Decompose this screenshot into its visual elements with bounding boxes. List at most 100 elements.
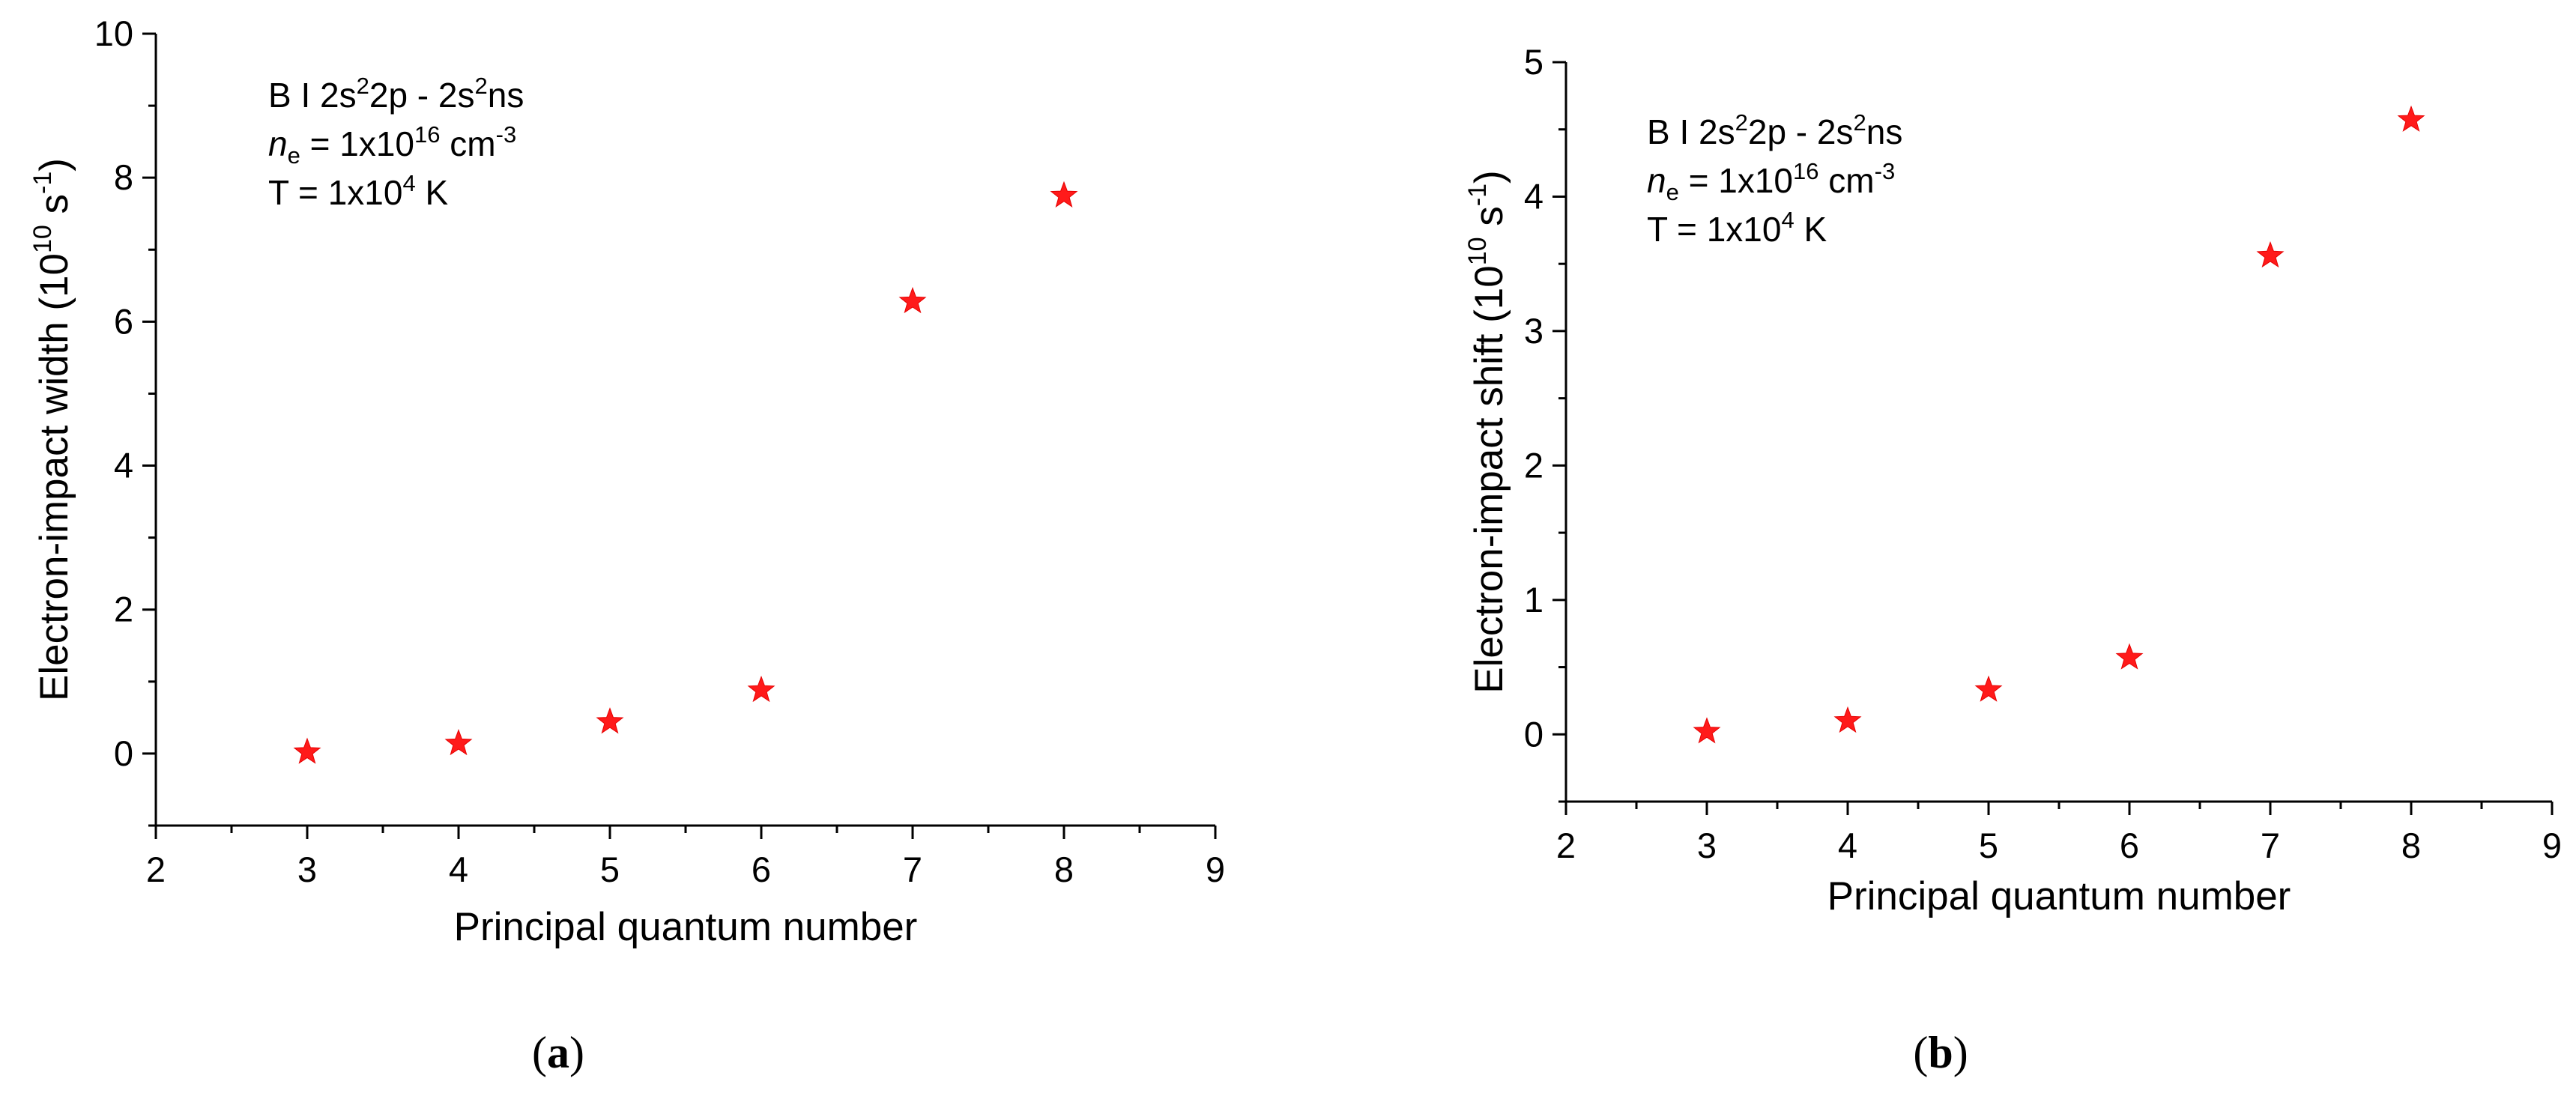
y-tick-label: 6 [114,301,133,341]
caption-paren: ( [532,1028,547,1077]
x-axis-title: Principal quantum number [1827,874,2291,918]
y-axis-title-unit: s [32,194,76,225]
x-tick-label: 3 [297,850,317,889]
annotation-symbol: n [268,124,288,163]
annotation-text: K [416,173,449,212]
annotation-text: K [1795,210,1827,249]
annotation-text: ns [488,76,524,115]
x-tick-label: 3 [1697,826,1717,865]
caption-letter: b [1928,1028,1953,1077]
chart-panel-a: 2 3 4 5 6 7 8 9 0 2 4 6 8 10 Principal quantum number E… [28,13,1225,1077]
y-axis-title-exponent: 10 [28,225,57,253]
data-point-star [1050,181,1078,208]
y-axis-title-close: ) [1467,170,1511,184]
annotation-sup: 16 [414,121,440,148]
annotation-sup: 2 [357,73,369,99]
annotation-sup: 4 [1781,207,1794,233]
y-axis-title-text: Electron-impact width (10 [32,253,76,701]
annotation-text: cm [1819,161,1875,200]
annotation-sup: -3 [496,121,517,148]
annotation-sup: 4 [402,170,415,196]
annotation-temperature: T = 1x104 K [268,170,448,212]
caption-paren: ( [1913,1028,1928,1077]
annotation-sub: e [1666,179,1679,205]
annotation-text: = 1x10 [300,124,414,163]
annotation-sup: 16 [1793,158,1818,184]
annotation-text: cm [441,124,496,163]
annotation-sup: 2 [1854,109,1866,136]
annotation-text: = 1x10 [1679,161,1793,200]
y-tick-label: 8 [114,157,133,197]
x-tick-label: 6 [752,850,771,889]
annotation-text: ns [1866,112,1903,151]
annotation-text: 2p - 2s [1748,112,1854,151]
x-tick-label: 5 [1979,826,1998,865]
x-tick-label: 6 [2120,826,2139,865]
y-axis-title-text: Electron-impact shift (10 [1467,265,1511,693]
data-point-star [1833,706,1862,733]
y-tick-label: 1 [1524,580,1544,620]
y-tick-label: 4 [1524,176,1544,216]
x-axis-title: Principal quantum number [454,905,918,949]
annotation-transition: B I 2s22p - 2s2ns [268,73,524,115]
y-tick-label: 5 [1524,42,1544,82]
data-point-star [596,707,624,734]
annotation-text: T = 1x10 [268,173,402,212]
x-tick-label: 5 [600,850,620,889]
data-point-star [2115,643,2144,670]
data-point-star [2256,240,2285,268]
panel-caption: (b) [1913,1028,1968,1077]
x-tick-label: 8 [2401,826,2421,865]
x-tick-label: 4 [1838,826,1857,865]
data-point-star [747,675,775,703]
panel-caption: (a) [532,1028,584,1077]
annotation-text: B I 2s [1647,112,1735,151]
annotation-density: ne = 1x1016 cm-3 [1647,158,1895,205]
y-axis-title-unit: s [1467,206,1511,237]
y-tick-label: 2 [1524,445,1544,485]
x-tick-label: 2 [1556,826,1576,865]
y-tick-label: 10 [94,13,133,53]
data-point-star [1974,675,2003,702]
annotation-sup: 2 [1735,109,1748,136]
y-axis-title-unit-exponent: -1 [28,172,57,194]
annotation-text: B I 2s [268,76,357,115]
annotation-sup: -3 [1875,158,1896,184]
y-tick-label: 0 [1524,714,1544,754]
data-point-star [1693,717,1721,744]
caption-paren: ) [569,1028,584,1077]
annotation-temperature: T = 1x104 K [1647,207,1827,249]
y-axis-title: Electron-impact shift (1010 s-1) [1463,170,1511,693]
caption-letter: a [547,1028,569,1077]
annotation-transition: B I 2s22p - 2s2ns [1647,109,1902,151]
x-tick-label: 7 [903,850,922,889]
annotation-text: 2p - 2s [369,76,475,115]
y-axis-title-exponent: 10 [1463,237,1492,265]
x-tick-label: 9 [1206,850,1225,889]
x-tick-label: 2 [146,850,166,889]
chart-panel-b: 2 3 4 5 6 7 8 9 0 1 2 3 4 5 Principal quantum number El… [1463,42,2562,1077]
annotation-text: T = 1x10 [1647,210,1781,249]
annotation-sup: 2 [475,73,488,99]
y-tick-label: 2 [114,590,133,629]
data-point-star [293,737,321,764]
caption-paren: ) [1953,1028,1968,1077]
y-axis-title-unit-exponent: -1 [1463,184,1492,206]
y-axis-title-close: ) [32,158,76,172]
x-tick-label: 4 [449,850,468,889]
y-tick-label: 4 [114,446,133,485]
x-tick-label: 7 [2261,826,2280,865]
x-tick-label: 9 [2542,826,2562,865]
data-point-star [444,729,473,756]
x-tick-label: 8 [1054,850,1074,889]
y-tick-label: 3 [1524,311,1544,351]
data-point-star [2397,105,2425,132]
y-tick-label: 0 [114,733,133,773]
annotation-sub: e [288,142,300,169]
annotation-symbol: n [1647,161,1666,200]
annotation-density: ne = 1x1016 cm-3 [268,121,516,169]
data-point-star [898,287,927,314]
